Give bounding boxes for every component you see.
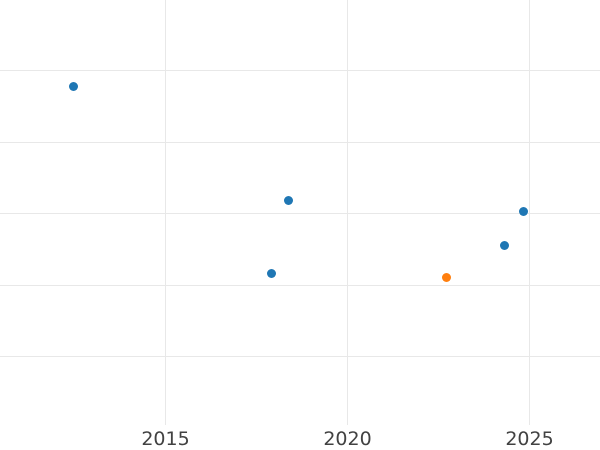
x-tick-label: 2015 [141,428,190,450]
scatter-point [499,241,509,250]
plot-area [0,0,600,425]
scatter-point [519,207,528,216]
gridline-horizontal [0,141,600,143]
x-tick-label: 2020 [323,428,372,450]
gridline-horizontal [0,284,600,286]
gridline-horizontal [0,69,600,71]
gridline-horizontal [0,355,600,357]
scatter-point [266,268,276,278]
gridline-vertical [347,0,348,425]
scatter-point [68,81,78,91]
gridline-vertical [529,0,530,425]
x-tick-label: 2025 [505,428,554,450]
x-axis: 2015 2020 2025 [0,425,600,450]
gridline-vertical [165,0,166,425]
scatter-point [441,272,451,282]
gridline-horizontal [0,212,600,214]
scatter-point [283,195,293,205]
